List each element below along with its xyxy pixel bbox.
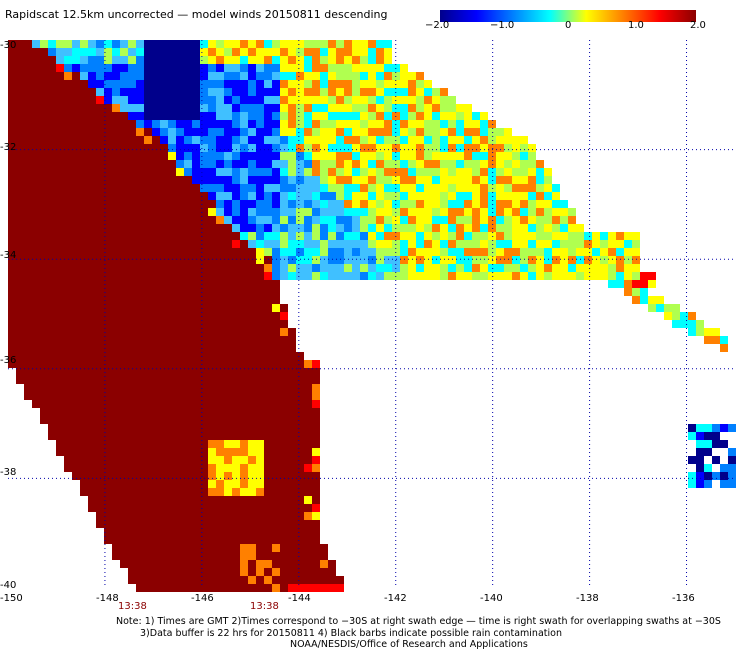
wind-cells bbox=[8, 40, 736, 592]
note-line-3: NOAA/NESDIS/Office of Research and Appli… bbox=[290, 639, 528, 650]
lon-tick-150: -150 bbox=[0, 593, 23, 604]
colorbar-label-min: −2.0 bbox=[425, 20, 450, 31]
colorbar-gradient bbox=[440, 10, 696, 22]
lon-tick-142: -142 bbox=[384, 593, 407, 604]
time-label-2: 13:38 bbox=[250, 601, 279, 612]
note-line-2: 3)Data buffer is 22 hrs for 20150811 4) … bbox=[140, 628, 562, 639]
time-label-1: 13:38 bbox=[118, 601, 147, 612]
lat-tick-38: -38 bbox=[0, 467, 17, 478]
lat-tick-30: -30 bbox=[0, 40, 17, 51]
note-line-1: Note: 1) Times are GMT 2)Times correspon… bbox=[116, 616, 721, 627]
lat-tick-36: -36 bbox=[0, 355, 17, 366]
colorbar-label-zero: 0 bbox=[565, 20, 572, 31]
lon-tick-140: -140 bbox=[480, 593, 503, 604]
lat-tick-34: -34 bbox=[0, 250, 17, 261]
lon-tick-144: -144 bbox=[288, 593, 311, 604]
colorbar-label-pos1: 1.0 bbox=[628, 20, 644, 31]
colorbar-label-neg1: −1.0 bbox=[490, 20, 515, 31]
colorbar-label-max: 2.0 bbox=[690, 20, 706, 31]
lon-tick-138: -138 bbox=[576, 593, 599, 604]
lon-tick-136: -136 bbox=[672, 593, 695, 604]
lat-tick-32: -32 bbox=[0, 142, 17, 153]
map-title: Rapidscat 12.5km uncorrected — model win… bbox=[5, 8, 388, 21]
colorbar bbox=[440, 10, 696, 22]
graticule bbox=[8, 40, 735, 588]
lon-tick-146: -146 bbox=[191, 593, 214, 604]
lon-tick-148: -148 bbox=[96, 593, 119, 604]
lat-tick-40: -40 bbox=[0, 580, 17, 591]
